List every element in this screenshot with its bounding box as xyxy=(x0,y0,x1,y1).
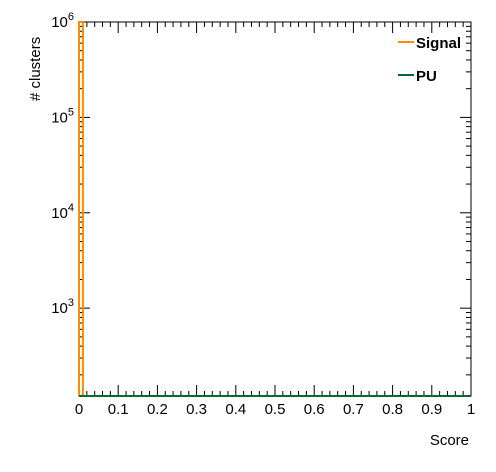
y-tick-label: 105 xyxy=(51,106,74,126)
x-tick-label: 0 xyxy=(75,401,83,418)
x-tick-label: 0.8 xyxy=(382,401,403,418)
x-tick-label: 0.6 xyxy=(304,401,325,418)
y-tick-label: 103 xyxy=(51,297,74,317)
x-tick-label: 0.5 xyxy=(265,401,286,418)
y-tick-label: 106 xyxy=(51,11,74,31)
x-tick-label: 0.3 xyxy=(186,401,207,418)
y-axis-ticks: 103 104 105 106 xyxy=(51,11,471,376)
y-axis-title: # clusters xyxy=(27,37,44,101)
legend-pu-label: PU xyxy=(416,68,437,85)
series-layer xyxy=(78,21,471,397)
x-axis-title: Score xyxy=(430,432,469,449)
y-tick-label: 104 xyxy=(51,202,74,222)
x-tick-label: 0.9 xyxy=(421,401,442,418)
x-tick-label: 0.1 xyxy=(108,401,129,418)
legend-signal-label: Signal xyxy=(416,35,461,52)
x-tick-label: 0.7 xyxy=(343,401,364,418)
plot-frame xyxy=(78,21,472,397)
x-tick-label: 1 xyxy=(467,401,475,418)
x-tick-label: 0.4 xyxy=(225,401,246,418)
x-axis-ticks: 0 0.1 0.2 0.3 0.4 0.5 0.6 0.7 0.8 0.9 1 xyxy=(75,22,475,418)
legend: Signal PU xyxy=(398,35,461,85)
x-tick-label: 0.2 xyxy=(147,401,168,418)
series-signal-bin xyxy=(78,21,84,396)
